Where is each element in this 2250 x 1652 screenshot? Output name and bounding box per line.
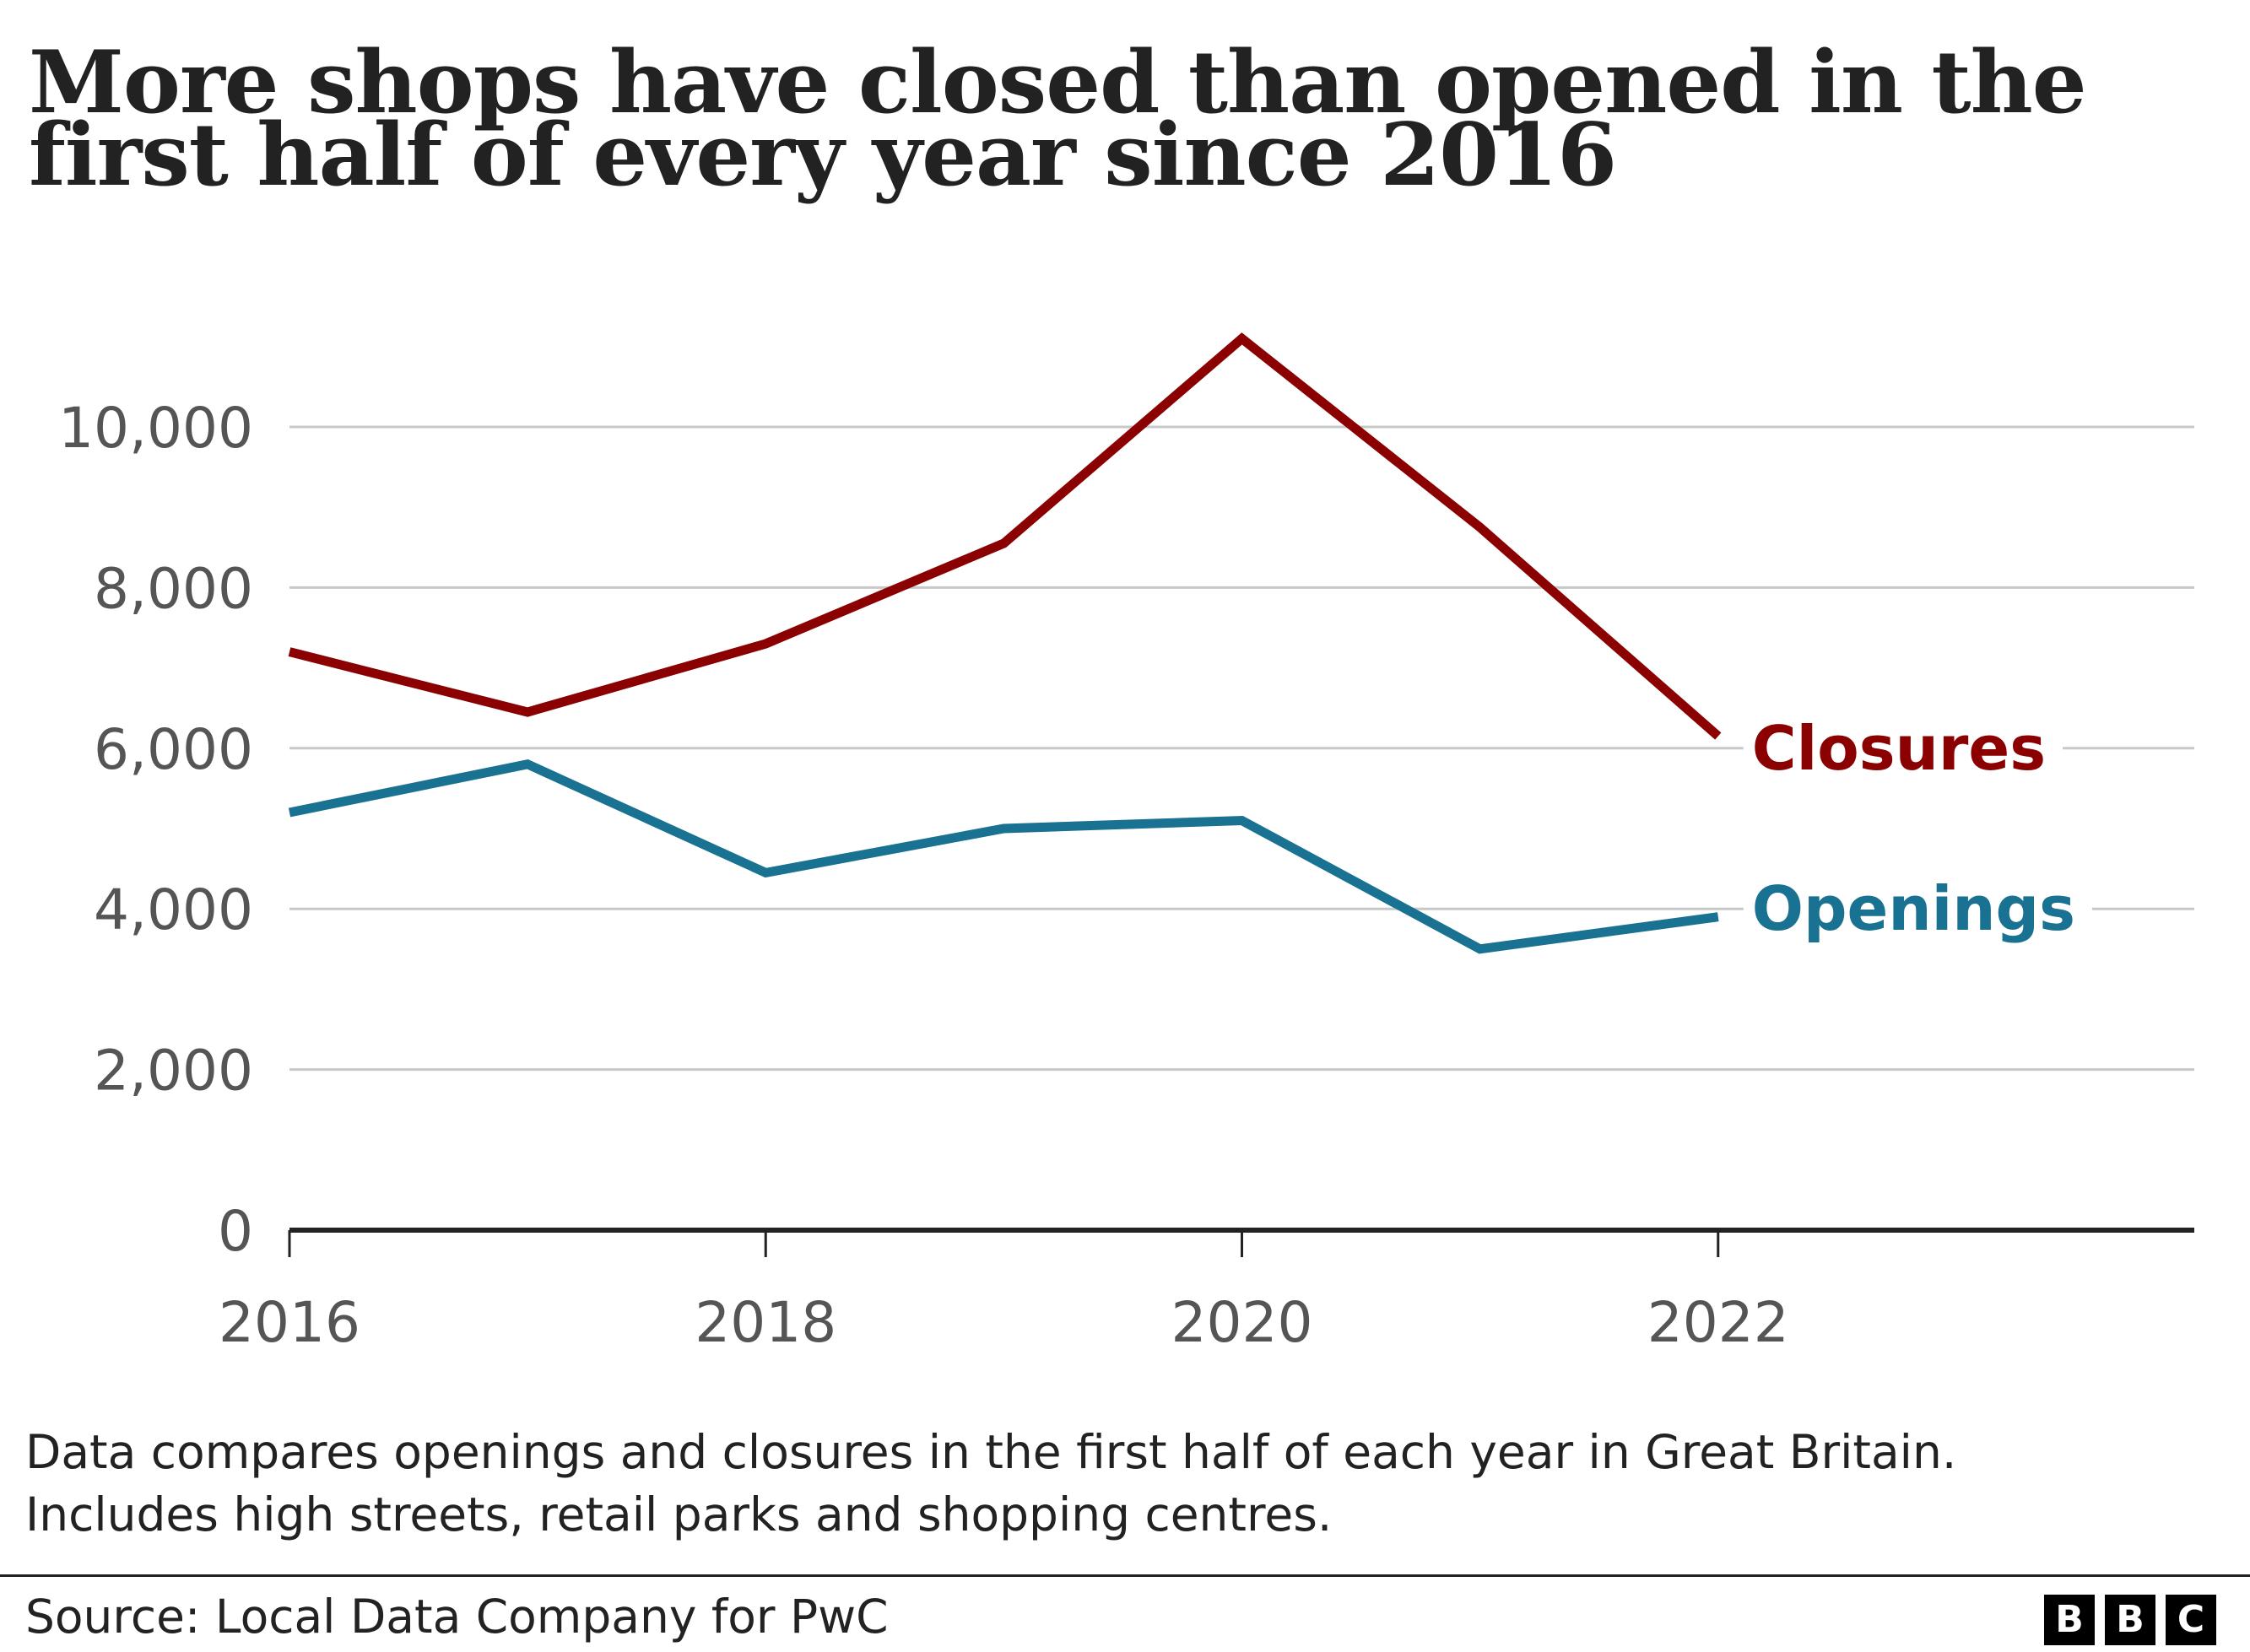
openings-series-label: Openings	[1752, 873, 2075, 944]
y-tick-label: 10,000	[58, 396, 253, 461]
chart-title: More shops have closed than opened in th…	[29, 32, 2223, 206]
chart-note-line-2: Includes high streets, retail parks and …	[25, 1487, 1333, 1541]
closures-series-label: Closures	[1752, 713, 2046, 784]
bbc-logo-letter-c: C	[2166, 1595, 2216, 1645]
y-tick-label: 4,000	[94, 877, 253, 942]
chart-note: Data compares openings and closures in t…	[25, 1421, 1956, 1546]
line-chart: 0 2,000 4,000 6,000 8,000 10,000 2016 2018 2020 2…	[58, 332, 2194, 1355]
x-tick-label: 2016	[219, 1290, 360, 1355]
x-tick-label: 2018	[695, 1290, 836, 1355]
chart-title-line-1: More shops have closed than opened in th…	[29, 32, 2087, 133]
bbc-logo-letter-b1: B	[2044, 1595, 2095, 1645]
bbc-logo: B B C	[2044, 1595, 2216, 1645]
openings-label-background	[1743, 862, 2092, 956]
chart-note-line-1: Data compares openings and closures in t…	[25, 1425, 1957, 1479]
bbc-logo-letter-b2: B	[2105, 1595, 2155, 1645]
y-tick-label: 0	[218, 1199, 253, 1264]
y-tick-label: 8,000	[94, 556, 253, 621]
y-tick-label: 2,000	[94, 1039, 253, 1104]
source-text: Source: Local Data Company for PwC	[25, 1590, 889, 1644]
x-tick-label: 2020	[1171, 1290, 1313, 1355]
closures-line	[288, 332, 1722, 740]
footer-divider	[0, 1574, 2250, 1577]
chart-title-line-2: first half of every year since 2016	[29, 105, 1617, 206]
x-tick-label: 2022	[1647, 1290, 1789, 1355]
closures-label-background	[1743, 701, 2063, 795]
y-tick-label: 6,000	[94, 717, 253, 782]
openings-line	[288, 759, 1719, 954]
